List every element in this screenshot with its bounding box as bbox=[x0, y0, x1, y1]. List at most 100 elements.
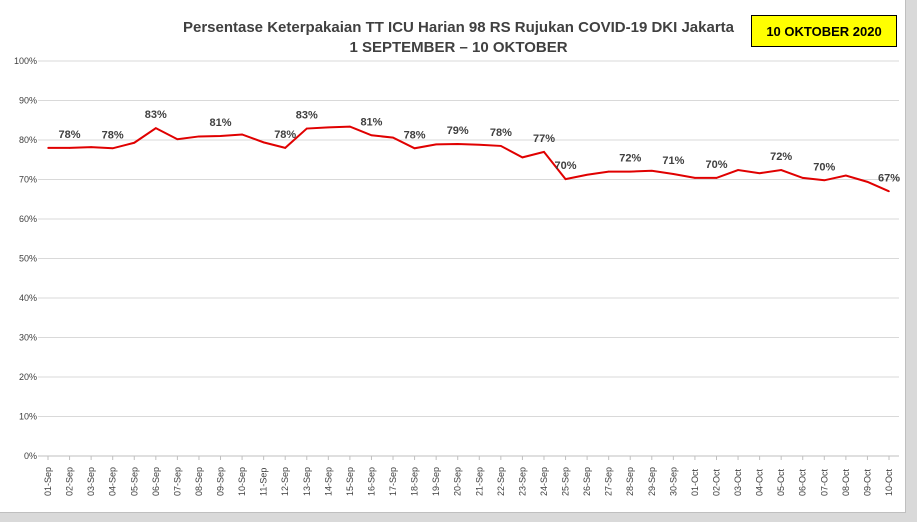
data-point bbox=[823, 179, 826, 182]
data-point bbox=[413, 147, 416, 150]
chart-panel bbox=[0, 0, 906, 513]
data-point bbox=[133, 141, 136, 144]
x-tick-label: 13-Sep bbox=[302, 467, 312, 496]
data-label: 78% bbox=[490, 127, 512, 139]
data-label: 72% bbox=[619, 153, 641, 165]
x-tick-label: 20-Sep bbox=[453, 467, 463, 496]
data-point bbox=[155, 127, 157, 129]
y-tick-label: 70% bbox=[19, 175, 37, 185]
data-point bbox=[629, 170, 632, 173]
data-label: 67% bbox=[878, 172, 900, 184]
date-badge: 10 OKTOBER 2020 bbox=[751, 15, 897, 47]
data-label: 83% bbox=[145, 109, 167, 121]
y-tick-label: 100% bbox=[14, 56, 37, 66]
x-tick-label: 03-Oct bbox=[733, 468, 743, 496]
x-tick-label: 08-Oct bbox=[841, 468, 851, 496]
data-label: 70% bbox=[705, 159, 727, 171]
data-point bbox=[241, 133, 243, 136]
y-tick-label: 40% bbox=[19, 293, 37, 303]
x-tick-label: 10-Oct bbox=[884, 468, 894, 496]
data-point bbox=[650, 170, 653, 172]
x-tick-label: 14-Sep bbox=[323, 467, 333, 496]
x-tick-label: 04-Oct bbox=[755, 468, 765, 496]
data-point bbox=[586, 173, 588, 176]
x-tick-label: 26-Sep bbox=[582, 467, 592, 496]
data-point bbox=[456, 143, 459, 145]
x-tick-label: 12-Sep bbox=[280, 467, 290, 496]
data-point bbox=[888, 190, 890, 193]
x-tick-label: 07-Sep bbox=[172, 467, 182, 496]
x-tick-label: 10-Sep bbox=[237, 467, 247, 496]
data-point bbox=[478, 143, 481, 146]
x-tick-label: 04-Sep bbox=[108, 467, 118, 496]
x-tick-label: 17-Sep bbox=[388, 467, 398, 496]
x-tick-label: 11-Sep bbox=[259, 468, 269, 496]
x-tick-label: 18-Sep bbox=[410, 467, 420, 496]
x-tick-label: 27-Sep bbox=[604, 467, 614, 496]
data-point bbox=[219, 135, 222, 137]
x-tick-label: 21-Sep bbox=[474, 467, 484, 496]
data-point bbox=[845, 174, 847, 177]
data-label: 78% bbox=[59, 129, 81, 141]
y-tick-label: 20% bbox=[19, 372, 37, 382]
x-tick-label: 02-Oct bbox=[711, 468, 721, 496]
data-point bbox=[305, 127, 308, 130]
data-point bbox=[758, 172, 761, 174]
y-tick-label: 10% bbox=[19, 412, 37, 422]
y-tick-label: 30% bbox=[19, 333, 37, 343]
x-tick-label: 24-Sep bbox=[539, 467, 549, 496]
data-point bbox=[370, 134, 373, 137]
data-label: 78% bbox=[102, 129, 124, 141]
y-tick-label: 90% bbox=[19, 96, 37, 106]
data-label: 83% bbox=[296, 110, 318, 122]
data-point bbox=[780, 169, 782, 171]
data-point bbox=[715, 177, 718, 179]
x-tick-label: 09-Sep bbox=[216, 467, 226, 496]
y-tick-label: 50% bbox=[19, 254, 37, 264]
data-point bbox=[284, 147, 287, 149]
data-point bbox=[866, 181, 869, 183]
x-tick-label: 29-Sep bbox=[647, 467, 657, 496]
x-tick-label: 22-Sep bbox=[496, 467, 506, 496]
data-point bbox=[737, 169, 739, 171]
data-point bbox=[801, 177, 804, 179]
x-tick-label: 02-Sep bbox=[65, 467, 75, 496]
data-label: 70% bbox=[555, 160, 577, 172]
x-tick-label: 05-Sep bbox=[129, 467, 139, 496]
data-point bbox=[111, 147, 114, 150]
chart-title: Persentase Keterpakaian TT ICU Harian 98… bbox=[182, 19, 735, 36]
data-point bbox=[392, 136, 394, 139]
data-point bbox=[68, 147, 71, 149]
x-tick-label: 03-Sep bbox=[86, 467, 96, 496]
data-point bbox=[327, 126, 330, 129]
data-point bbox=[521, 156, 524, 159]
x-tick-label: 01-Oct bbox=[690, 468, 700, 496]
data-point bbox=[262, 141, 265, 144]
x-tick-label: 16-Sep bbox=[366, 467, 376, 496]
y-tick-label: 80% bbox=[19, 135, 37, 145]
x-tick-label: 06-Oct bbox=[798, 468, 808, 496]
data-label: 78% bbox=[274, 129, 296, 141]
data-label: 79% bbox=[447, 125, 469, 137]
data-point bbox=[672, 173, 675, 175]
x-tick-label: 07-Oct bbox=[819, 468, 829, 496]
data-point bbox=[198, 135, 200, 138]
x-tick-label: 08-Sep bbox=[194, 467, 204, 496]
x-tick-label: 23-Sep bbox=[517, 467, 527, 496]
data-point bbox=[176, 138, 179, 141]
data-point bbox=[47, 147, 49, 149]
data-point bbox=[349, 125, 351, 128]
x-tick-label: 28-Sep bbox=[625, 467, 635, 496]
x-tick-label: 05-Oct bbox=[776, 468, 786, 496]
x-tick-label: 30-Sep bbox=[668, 467, 678, 496]
data-point bbox=[564, 178, 567, 180]
y-tick-label: 0% bbox=[24, 451, 37, 461]
chart-subtitle: 1 SEPTEMBER – 10 OKTOBER bbox=[349, 39, 568, 56]
x-tick-label: 19-Sep bbox=[431, 467, 441, 496]
data-point bbox=[543, 151, 545, 153]
data-label: 70% bbox=[813, 161, 835, 173]
data-label: 71% bbox=[662, 155, 684, 167]
data-point bbox=[607, 170, 610, 173]
data-label: 78% bbox=[404, 129, 426, 141]
